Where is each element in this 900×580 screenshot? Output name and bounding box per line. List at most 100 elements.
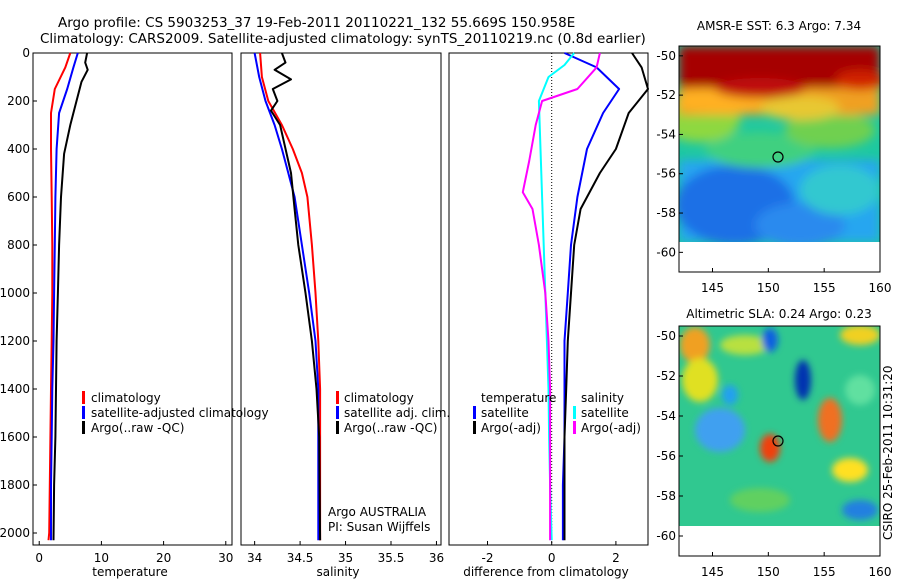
y-tick-label: 0 (22, 46, 30, 60)
temperature-xlabel: temperature (92, 565, 167, 579)
x-tick-label: 34 (247, 551, 262, 565)
temperature-panel: 0 200 400 600 800 1000 1200 1400 1600 1800 2000 0 1… (0, 46, 269, 579)
sla-map-title: Altimetric SLA: 0.24 Argo: 0.23 (686, 307, 871, 321)
salinity-panel: 34 34.5 35 35.5 36 salinity climatology sate… (240, 52, 450, 579)
legend-label-temperature-satellite: satellite (481, 406, 529, 420)
sla-map-frame (678, 325, 881, 557)
sst-map-title: AMSR-E SST: 6.3 Argo: 7.34 (697, 19, 861, 33)
legend-swatch-salinity-satellite (573, 406, 576, 419)
sla-heatmap (679, 326, 880, 556)
map-y-tick-label: -54 (656, 409, 676, 423)
series-line-argo-raw-qc- (270, 52, 322, 541)
legend-swatch-argo (82, 421, 85, 434)
temperature-axes-frame (32, 52, 233, 546)
salinity-legend: climatology satellite adj. clim. Argo(..… (336, 391, 450, 435)
figure-title-line1: Argo profile: CS 5903253_37 19-Feb-2011 … (58, 15, 575, 31)
series-line-satellite-adjusted-climatology (50, 52, 79, 541)
y-tick-label: 1000 (0, 286, 30, 300)
sla-float-marker (772, 435, 784, 447)
map-x-tick-label: 160 (869, 565, 892, 579)
temperature-legend: climatology satellite-adjusted climatolo… (82, 391, 269, 435)
x-tick-label: 34.5 (287, 551, 314, 565)
series-line-climatology (259, 52, 322, 541)
map-x-tick-label: 155 (813, 281, 836, 295)
legend-label-temperature-argo: Argo(-adj) (481, 421, 541, 435)
x-tick-label: 30 (218, 551, 233, 565)
legend-label-climatology: climatology (344, 391, 414, 405)
legend-title-salinity: salinity (581, 391, 624, 405)
sst-land-mask (679, 242, 880, 272)
legend-label-satellite-adj: satellite adj. clim. (344, 406, 450, 420)
x-tick-label: 35.5 (378, 551, 405, 565)
map-x-tick-label: 145 (701, 281, 724, 295)
sst-heatmap (679, 46, 880, 272)
sla-map-panel: Altimetric SLA: 0.24 Argo: 0.23 (656, 307, 891, 579)
map-y-tick-label: -52 (656, 88, 676, 102)
map-y-tick-label: -60 (656, 529, 676, 543)
legend-swatch-climatology (82, 391, 85, 404)
legend-swatch-climatology (336, 391, 339, 404)
y-tick-label: 1800 (0, 478, 30, 492)
series-line-satellite-adj-clim- (253, 52, 320, 541)
sst-map-panel: AMSR-E SST: 6.3 Argo: 7.34 -50- (656, 19, 891, 295)
legend-label-salinity-argo: Argo(-adj) (581, 421, 641, 435)
legend-swatch-salinity-argo (573, 421, 576, 434)
legend-swatch-satellite-adj (336, 406, 339, 419)
difference-xlabel: difference from climatology (463, 565, 629, 579)
legend-label-argo: Argo(..raw -QC) (91, 421, 184, 435)
map-x-tick-label: 160 (869, 281, 892, 295)
legend-swatch-satellite-adjusted (82, 406, 85, 419)
y-tick-label: 600 (7, 190, 30, 204)
x-tick-label: 10 (94, 551, 109, 565)
map-y-tick-label: -52 (656, 369, 676, 383)
difference-panel: -2 0 2 difference from climatology tempera… (448, 52, 649, 579)
legend-swatch-temperature-satellite (473, 406, 476, 419)
x-tick-label: 36 (429, 551, 444, 565)
y-tick-label: 800 (7, 238, 30, 252)
map-x-tick-label: 150 (757, 565, 780, 579)
map-x-tick-label: 150 (757, 281, 780, 295)
y-tick-label: 400 (7, 142, 30, 156)
map-y-tick-label: -56 (656, 167, 676, 181)
series-line-salinity-argo-adj- (521, 52, 601, 541)
x-tick-label: 2 (612, 551, 620, 565)
map-y-tick-label: -56 (656, 449, 676, 463)
salinity-xlabel: salinity (316, 565, 359, 579)
legend-label-argo: Argo(..raw -QC) (344, 421, 437, 435)
y-tick-label: 1600 (0, 430, 30, 444)
argo-program-annotation: Argo AUSTRALIA (328, 505, 427, 519)
y-tick-label: 200 (7, 94, 30, 108)
map-y-tick-label: -58 (656, 489, 676, 503)
sst-map-frame (678, 45, 881, 273)
map-y-tick-label: -54 (656, 127, 676, 141)
sla-land-mask (679, 526, 880, 556)
series-line-temperature-argo-adj- (563, 52, 649, 541)
salinity-axes-frame (240, 52, 442, 546)
figure-title-line2: Climatology: CARS2009. Satellite-adjuste… (40, 31, 646, 47)
map-y-tick-label: -60 (656, 245, 676, 259)
legend-title-temperature: temperature (481, 391, 556, 405)
x-tick-label: 0 (548, 551, 556, 565)
sst-float-marker (772, 151, 784, 163)
x-tick-label: 20 (156, 551, 171, 565)
y-tick-label: 1200 (0, 334, 30, 348)
legend-label-satellite-adjusted: satellite-adjusted climatology (91, 406, 269, 420)
x-tick-label: 0 (35, 551, 43, 565)
legend-label-climatology: climatology (91, 391, 161, 405)
series-line-argo-raw-qc- (52, 52, 89, 541)
map-x-tick-label: 155 (813, 565, 836, 579)
legend-swatch-temperature-argo (473, 421, 476, 434)
series-line-climatology (47, 52, 72, 541)
legend-swatch-argo (336, 421, 339, 434)
map-y-tick-label: -50 (656, 49, 676, 63)
map-y-tick-label: -50 (656, 329, 676, 343)
x-tick-label: -2 (482, 551, 494, 565)
map-x-tick-label: 145 (701, 565, 724, 579)
y-tick-label: 2000 (0, 526, 30, 540)
series-line-salinity-satellite (537, 52, 575, 541)
x-tick-label: 35 (338, 551, 353, 565)
difference-axes-frame (448, 52, 649, 546)
y-tick-label: 1400 (0, 382, 30, 396)
pi-annotation: PI: Susan Wijffels (328, 520, 430, 534)
